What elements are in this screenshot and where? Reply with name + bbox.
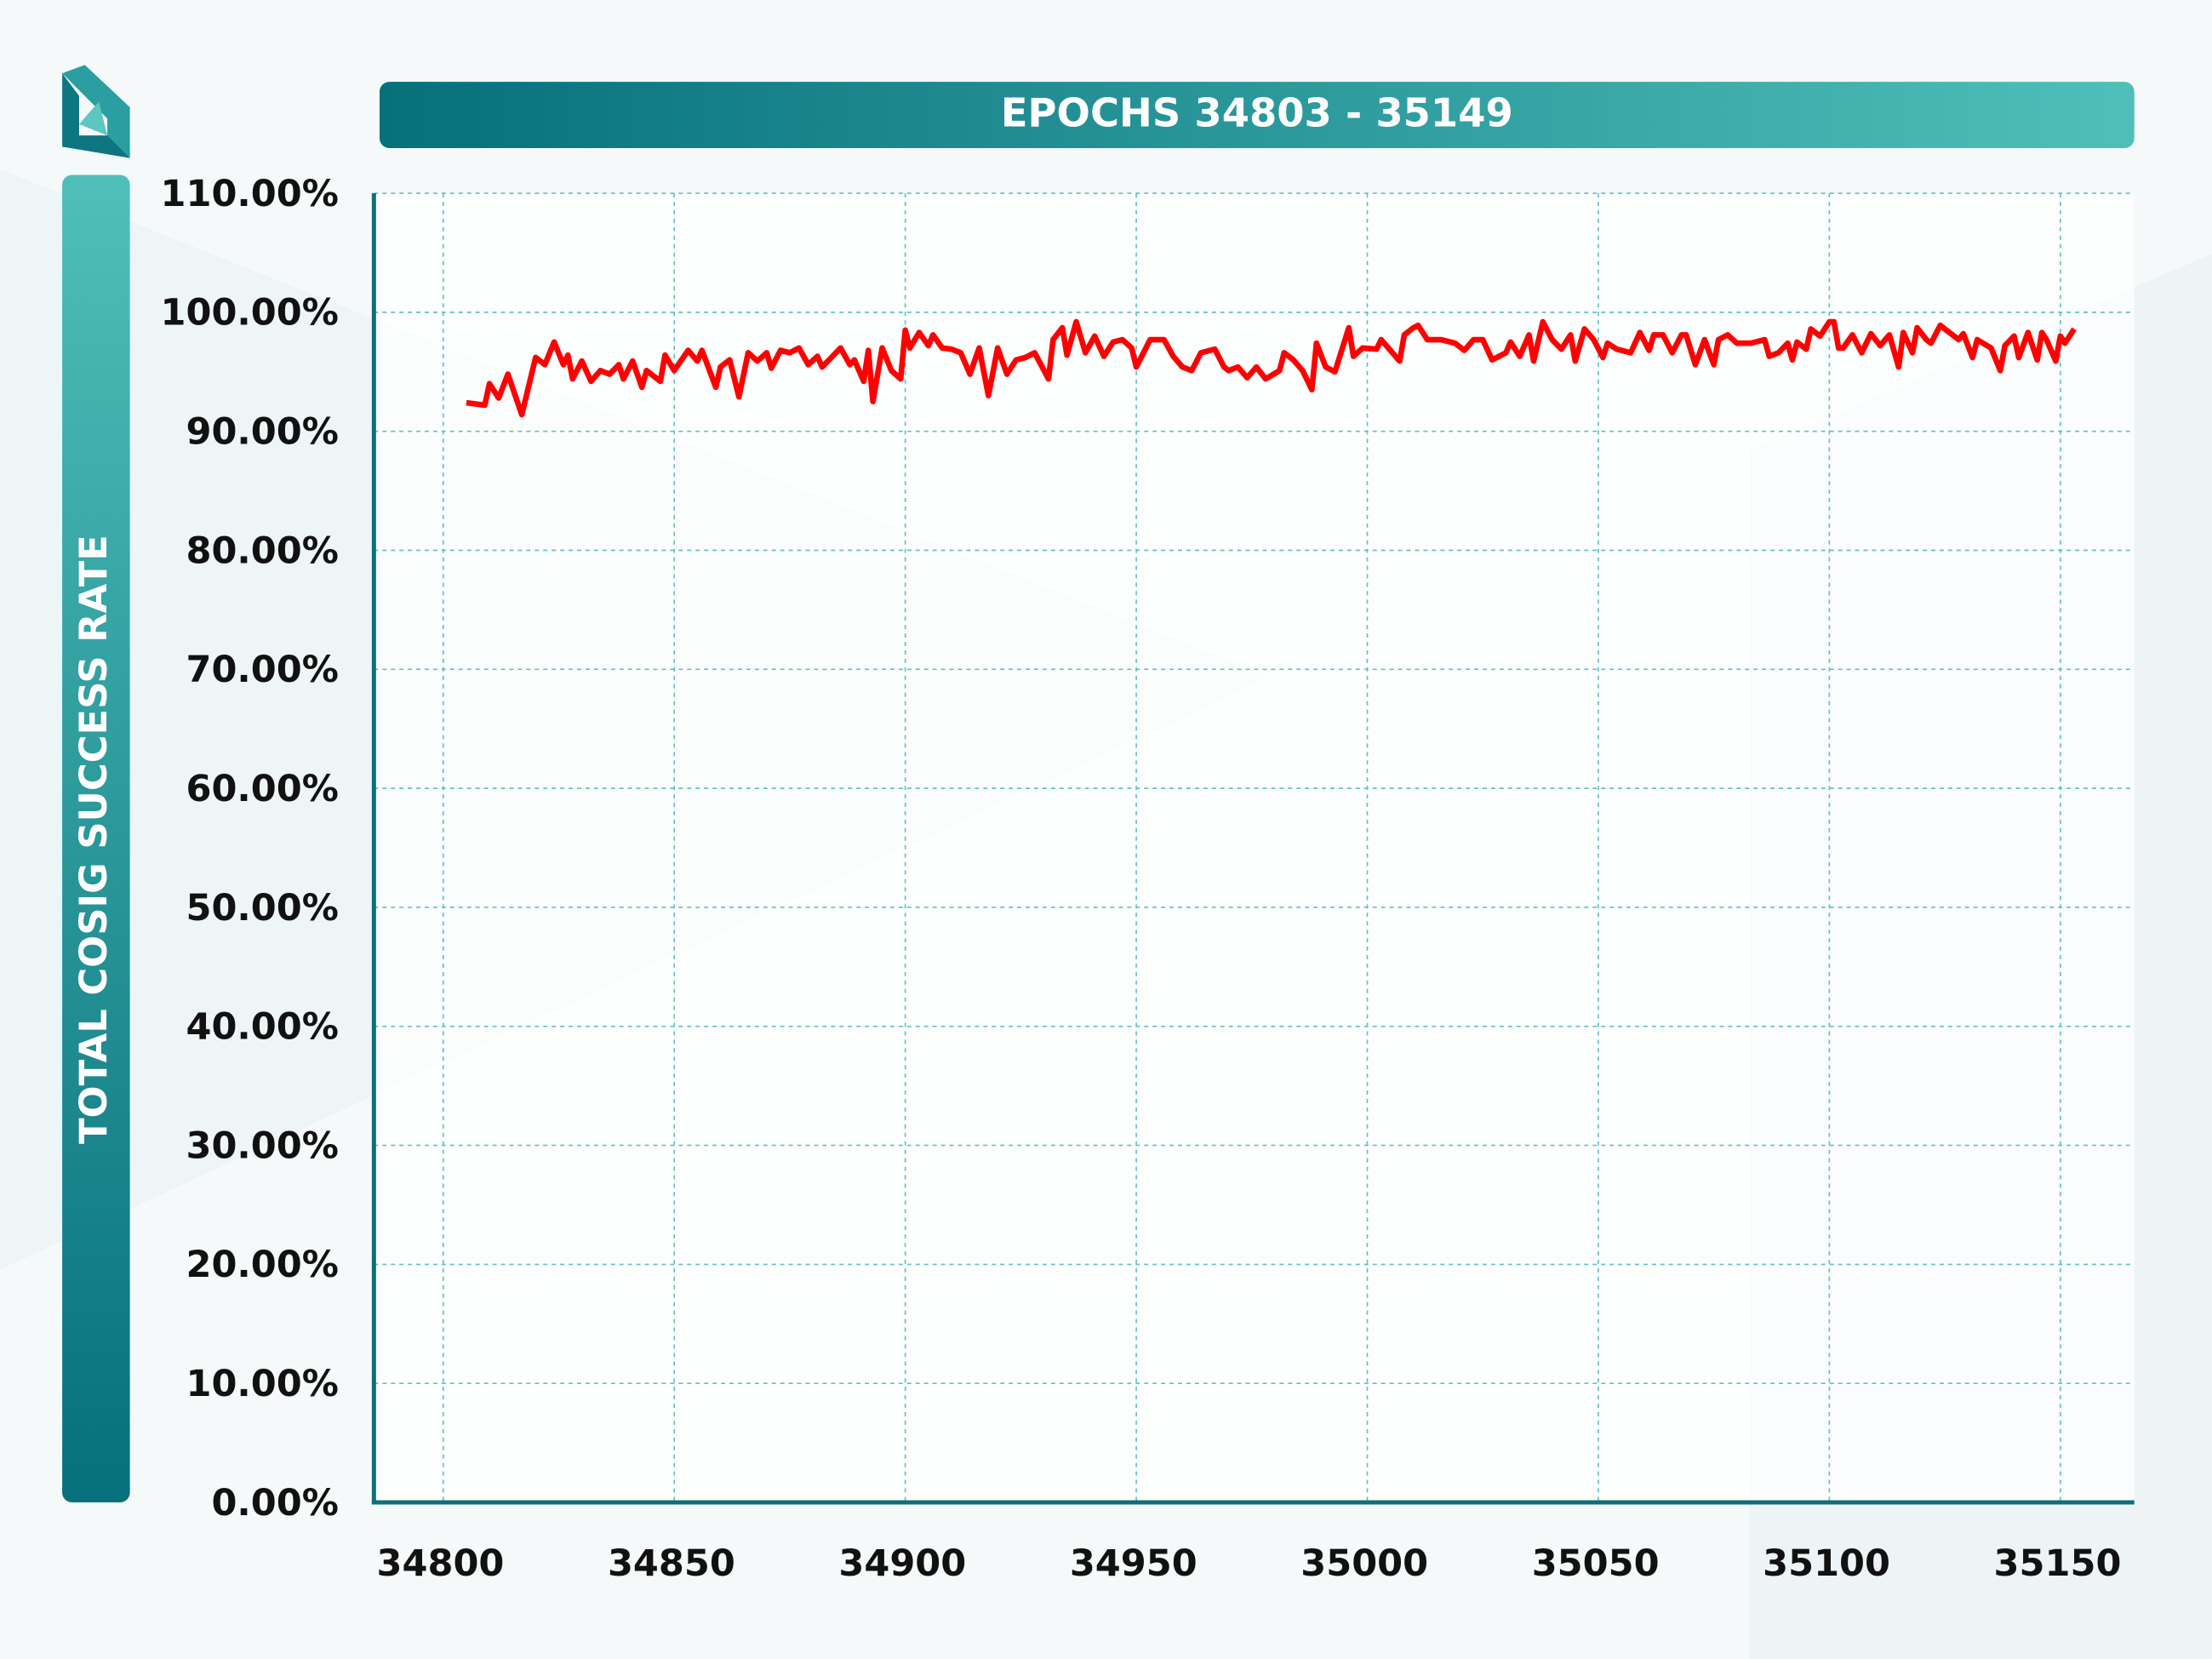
y-tick-label: 60.00% [186, 768, 338, 810]
y-tick-label: 20.00% [186, 1244, 338, 1286]
y-tick-label: 40.00% [186, 1006, 338, 1049]
y-tick-label: 70.00% [186, 649, 338, 691]
y-tick-label: 10.00% [186, 1363, 338, 1405]
x-tick-label: 35150 [1994, 1542, 2122, 1585]
x-tick-label: 35000 [1300, 1542, 1428, 1585]
x-tick-label: 34900 [838, 1542, 966, 1585]
x-tick-label: 34800 [377, 1542, 505, 1585]
y-tick-label: 90.00% [186, 411, 338, 454]
y-tick-label: 50.00% [186, 887, 338, 930]
y-tick-label: 30.00% [186, 1124, 338, 1167]
x-tick-label: 35100 [1763, 1542, 1890, 1585]
x-tick-label: 34950 [1070, 1542, 1197, 1585]
logo [62, 65, 130, 158]
title-bar [379, 82, 2135, 149]
data-line [466, 318, 2077, 418]
y-tick-label: 110.00% [161, 173, 339, 215]
x-tick-label: 34850 [608, 1542, 735, 1585]
chart-title: EPOCHS 34803 - 35149 [1001, 89, 1513, 135]
x-tick-label: 35050 [1532, 1542, 1660, 1585]
y-axis-label: TOTAL COSIG SUCCESS RATE [71, 535, 116, 1144]
y-label-bar [62, 174, 130, 1503]
y-tick-label: 80.00% [186, 529, 338, 572]
y-tick-label: 0.00% [211, 1482, 338, 1525]
y-tick-label: 100.00% [161, 292, 339, 335]
plot-area [374, 193, 2135, 1503]
